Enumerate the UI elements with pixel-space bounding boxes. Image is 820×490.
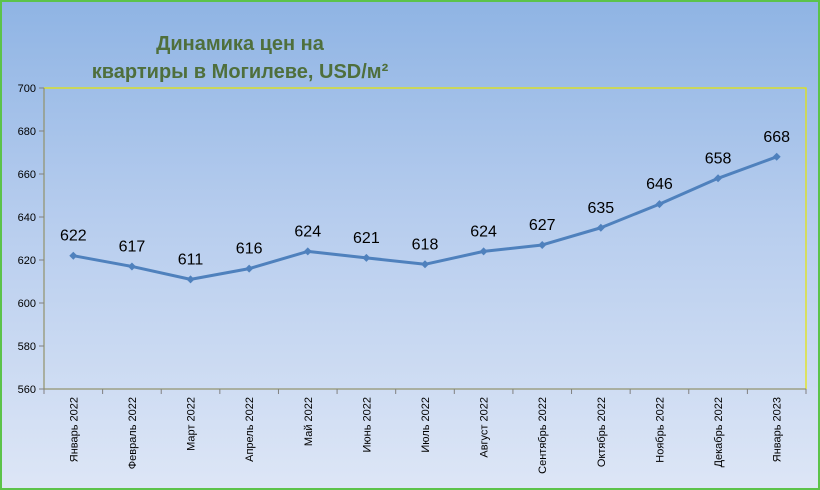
- x-tick-label: Ноябрь 2022: [654, 397, 666, 463]
- y-tick-label: 600: [18, 298, 36, 310]
- y-tick-label: 680: [18, 126, 36, 138]
- y-tick-label: 560: [18, 384, 36, 396]
- x-tick-label: Декабрь 2022: [713, 397, 725, 467]
- x-tick-label: Июль 2022: [420, 397, 432, 453]
- data-label: 611: [178, 251, 204, 268]
- x-tick-label: Январь 2022: [68, 397, 80, 462]
- data-label: 646: [646, 176, 673, 193]
- data-label: 668: [763, 129, 790, 146]
- chart-title: Динамика цен на квартиры в Могилеве, USD…: [60, 30, 420, 86]
- y-tick-label: 580: [18, 341, 36, 353]
- data-point: [186, 275, 195, 284]
- data-label: 627: [529, 217, 556, 234]
- data-label: 635: [587, 200, 614, 217]
- data-label: 616: [236, 241, 263, 258]
- data-point: [127, 262, 136, 271]
- x-tick-label: Январь 2023: [772, 397, 784, 462]
- chart-title-line-2: квартиры в Могилеве, USD/м²: [91, 61, 389, 83]
- x-tick-label: Май 2022: [303, 397, 315, 446]
- data-label: 624: [294, 223, 321, 240]
- data-label: 617: [119, 238, 146, 255]
- data-label: 618: [412, 236, 439, 253]
- data-point: [303, 247, 312, 256]
- x-tick-label: Март 2022: [186, 397, 198, 451]
- data-point: [421, 260, 429, 269]
- x-tick-label: Октябрь 2022: [596, 397, 608, 467]
- data-point: [538, 240, 547, 249]
- y-tick-label: 620: [18, 255, 36, 267]
- data-point: [362, 253, 371, 262]
- data-point: [69, 251, 78, 260]
- data-point: [772, 152, 781, 161]
- data-label: 621: [353, 230, 380, 247]
- data-point: [655, 200, 664, 209]
- x-tick-label: Февраль 2022: [127, 397, 139, 469]
- data-point: [596, 223, 605, 232]
- x-tick-label: Июнь 2022: [361, 397, 373, 453]
- x-tick-label: Сентябрь 2022: [537, 397, 549, 474]
- x-tick-label: Апрель 2022: [244, 397, 256, 462]
- y-tick-label: 640: [18, 212, 36, 224]
- y-tick-label: 660: [18, 169, 36, 181]
- data-point: [714, 174, 723, 183]
- chart-title-line-1: Динамика цен на: [156, 33, 324, 55]
- data-point: [479, 247, 488, 256]
- x-tick-label: Август 2022: [479, 397, 491, 458]
- data-label: 622: [60, 228, 87, 245]
- data-label: 658: [705, 150, 732, 167]
- data-point: [245, 264, 254, 273]
- data-label: 624: [470, 223, 497, 240]
- y-tick-label: 700: [18, 83, 36, 95]
